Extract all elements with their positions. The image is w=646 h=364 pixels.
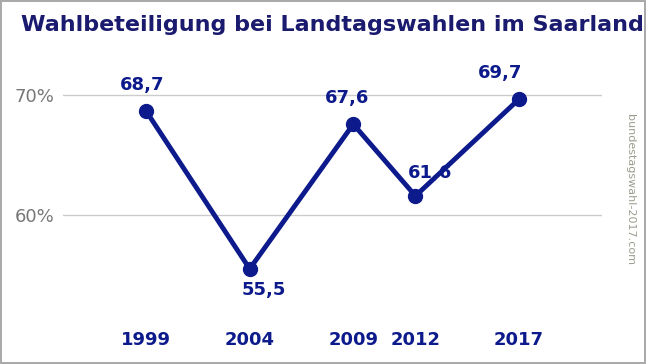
Text: 67,6: 67,6 [325, 90, 370, 107]
Text: 68,7: 68,7 [120, 76, 164, 94]
Text: 55,5: 55,5 [242, 281, 286, 299]
Text: bundestagswahl-2017.com: bundestagswahl-2017.com [625, 114, 635, 265]
Text: 69,7: 69,7 [478, 64, 523, 82]
Title: Wahlbeteiligung bei Landtagswahlen im Saarland: Wahlbeteiligung bei Landtagswahlen im Sa… [21, 15, 644, 35]
Text: 61,6: 61,6 [408, 163, 452, 182]
